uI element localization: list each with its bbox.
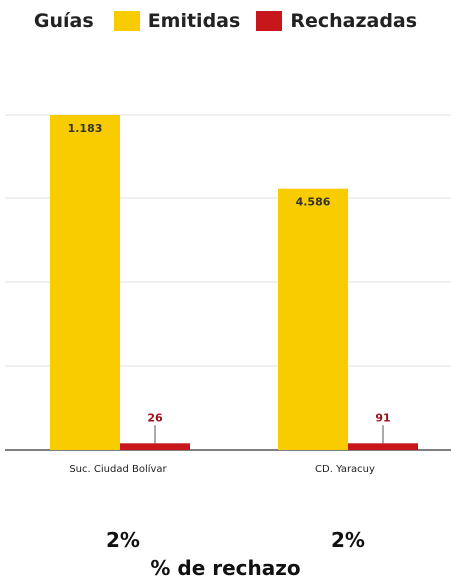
bar-chart: 1.183 26 Suc. Ciudad Bolívar 4.586 91 CD. Yar… [5,114,451,475]
rejection-percent-ciudad-bolivar: 2% [106,528,140,552]
data-label-rechazadas-1: 91 [375,411,390,424]
bar-rechazadas-0 [120,443,190,450]
legend-item-rechazadas: Rechazadas [256,10,417,32]
bar-emitidas-1 [278,188,348,450]
rejection-percent-yaracuy: 2% [331,528,365,552]
bar-emitidas-0 [50,115,120,450]
footer-label: % de rechazo [150,556,301,580]
legend-label-emitidas: Emitidas [147,10,241,32]
data-label-emitidas-1: 4.586 [296,196,331,209]
legend-swatch-rechazadas [256,11,283,31]
legend-label-rechazadas: Rechazadas [290,10,418,32]
legend-title: Guías [33,10,94,32]
legend-swatch-emitidas [113,11,140,31]
data-label-emitidas-0: 1.183 [68,122,103,135]
data-label-rechazadas-0: 26 [147,411,163,424]
legend: Guías Emitidas Rechazadas [0,4,451,38]
category-label-1: CD. Yaracuy [315,464,375,475]
legend-item-emitidas: Emitidas [113,10,241,32]
category-label-0: Suc. Ciudad Bolívar [69,463,167,475]
bar-rechazadas-1 [348,443,418,450]
